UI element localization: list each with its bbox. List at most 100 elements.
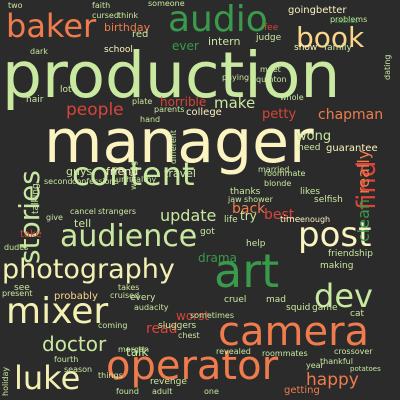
cloud-word: best — [264, 207, 295, 223]
cloud-word: hand — [140, 115, 161, 124]
cloud-word: quinton — [256, 75, 287, 84]
cloud-word: fee — [264, 23, 279, 33]
cloud-word: mixer — [6, 291, 109, 332]
cloud-word: read — [146, 321, 178, 337]
cloud-word: update — [160, 206, 217, 225]
cloud-word: back — [232, 201, 266, 217]
cloud-word: crossover — [334, 347, 373, 356]
cloud-word: photography — [2, 254, 175, 285]
cloud-word: people — [66, 100, 124, 120]
cloud-word: time — [280, 215, 301, 225]
cloud-word: worst — [176, 309, 210, 323]
cloud-word: paying — [222, 73, 250, 82]
cloud-word: guys — [66, 165, 93, 178]
cloud-word: meet — [260, 65, 281, 74]
cloud-word: cruel — [224, 295, 247, 305]
cloud-word: fourth — [54, 355, 79, 364]
cloud-word: cruised — [110, 291, 140, 300]
cloud-word: camera — [218, 309, 370, 355]
cloud-word: ever — [172, 39, 199, 53]
cloud-word: found — [116, 387, 139, 396]
cloud-word: need — [298, 143, 321, 153]
cloud-word: friendship — [328, 249, 373, 259]
cloud-word: audacity — [134, 303, 169, 312]
cloud-word: art — [214, 244, 280, 298]
cloud-word: lot — [60, 85, 72, 95]
cloud-word: shower — [244, 195, 273, 204]
cloud-word: guarantee — [326, 143, 378, 154]
cloud-word: manager — [44, 107, 314, 177]
cloud-word: revealed — [216, 347, 251, 356]
cloud-word: one — [204, 387, 219, 396]
cloud-word: married — [258, 165, 290, 174]
cloud-word: content — [72, 155, 195, 193]
cloud-word: travel — [164, 167, 196, 180]
cloud-word: book — [296, 21, 365, 54]
cloud-word: production — [2, 39, 341, 112]
cloud-word: takes — [118, 283, 140, 292]
cloud-word: selfish — [314, 195, 343, 205]
cloud-word: problems — [330, 15, 368, 24]
cloud-word: cat — [350, 309, 364, 319]
cloud-word: different — [169, 130, 178, 164]
cloud-word: see — [14, 283, 30, 293]
cloud-word: revenge — [150, 377, 187, 387]
cloud-word: jaw — [228, 195, 242, 204]
cloud-word: likes — [300, 187, 321, 197]
cloud-word: red — [132, 29, 149, 40]
cloud-word: help — [246, 239, 266, 249]
cloud-word: probably — [54, 291, 98, 302]
cloud-word: tell — [74, 217, 92, 230]
cloud-word: chapman — [318, 107, 384, 123]
cloud-word: potatoes — [350, 365, 381, 373]
cloud-word: try — [240, 209, 257, 223]
cloud-word: dudes — [4, 243, 29, 252]
cloud-word: intern — [208, 35, 241, 48]
cloud-word: holiday — [1, 366, 10, 396]
cloud-word: blonde — [264, 179, 292, 188]
cloud-word: things — [98, 371, 123, 380]
cloud-word: two — [8, 1, 23, 10]
cloud-word: mad — [266, 295, 286, 305]
cloud-word: talking — [31, 183, 41, 214]
cloud-word: squid — [286, 303, 311, 313]
cloud-word: judge — [256, 33, 282, 43]
cloud-word: whole — [280, 93, 304, 102]
cloud-word: coming — [98, 321, 128, 330]
cloud-word: audience — [60, 219, 198, 254]
cloud-word: cancel — [70, 207, 96, 216]
cloud-word: parents — [154, 105, 185, 114]
cloud-word: college — [186, 107, 222, 118]
cloud-word: got — [200, 227, 215, 237]
cloud-word: hair — [26, 95, 44, 105]
cloud-word: strangers — [98, 207, 137, 216]
cloud-word: year — [306, 361, 324, 370]
cloud-word: chest — [178, 331, 200, 340]
cloud-word: adult — [152, 387, 173, 396]
cloud-word: happy — [306, 370, 359, 390]
cloud-word: every — [130, 293, 156, 303]
cloud-word: plate — [132, 97, 153, 106]
cloud-word: roommates — [262, 349, 308, 358]
cloud-word: life — [224, 215, 238, 225]
cloud-word: season — [64, 365, 93, 374]
cloud-word: friend — [106, 165, 139, 178]
cloud-word: second — [44, 177, 73, 186]
cloud-word: enough — [300, 215, 331, 224]
cloud-word: getting — [284, 385, 320, 396]
cloud-word: wong — [296, 129, 332, 144]
cloud-word: audio — [168, 0, 268, 40]
cloud-word: give — [46, 213, 63, 222]
cloud-word: game — [312, 303, 338, 313]
cloud-word: doctor — [42, 332, 107, 356]
cloud-word: post — [298, 215, 372, 255]
cloud-word: ceases — [334, 17, 359, 25]
cloud-word: morgan — [118, 345, 149, 354]
cloud-word: birthday — [104, 21, 151, 34]
cloud-word: thankful — [320, 357, 353, 366]
cloud-word: cursed — [92, 11, 119, 20]
cloud-word: dating — [383, 54, 392, 81]
cloud-word: confessions — [72, 177, 119, 186]
cloud-word: family — [324, 43, 352, 53]
